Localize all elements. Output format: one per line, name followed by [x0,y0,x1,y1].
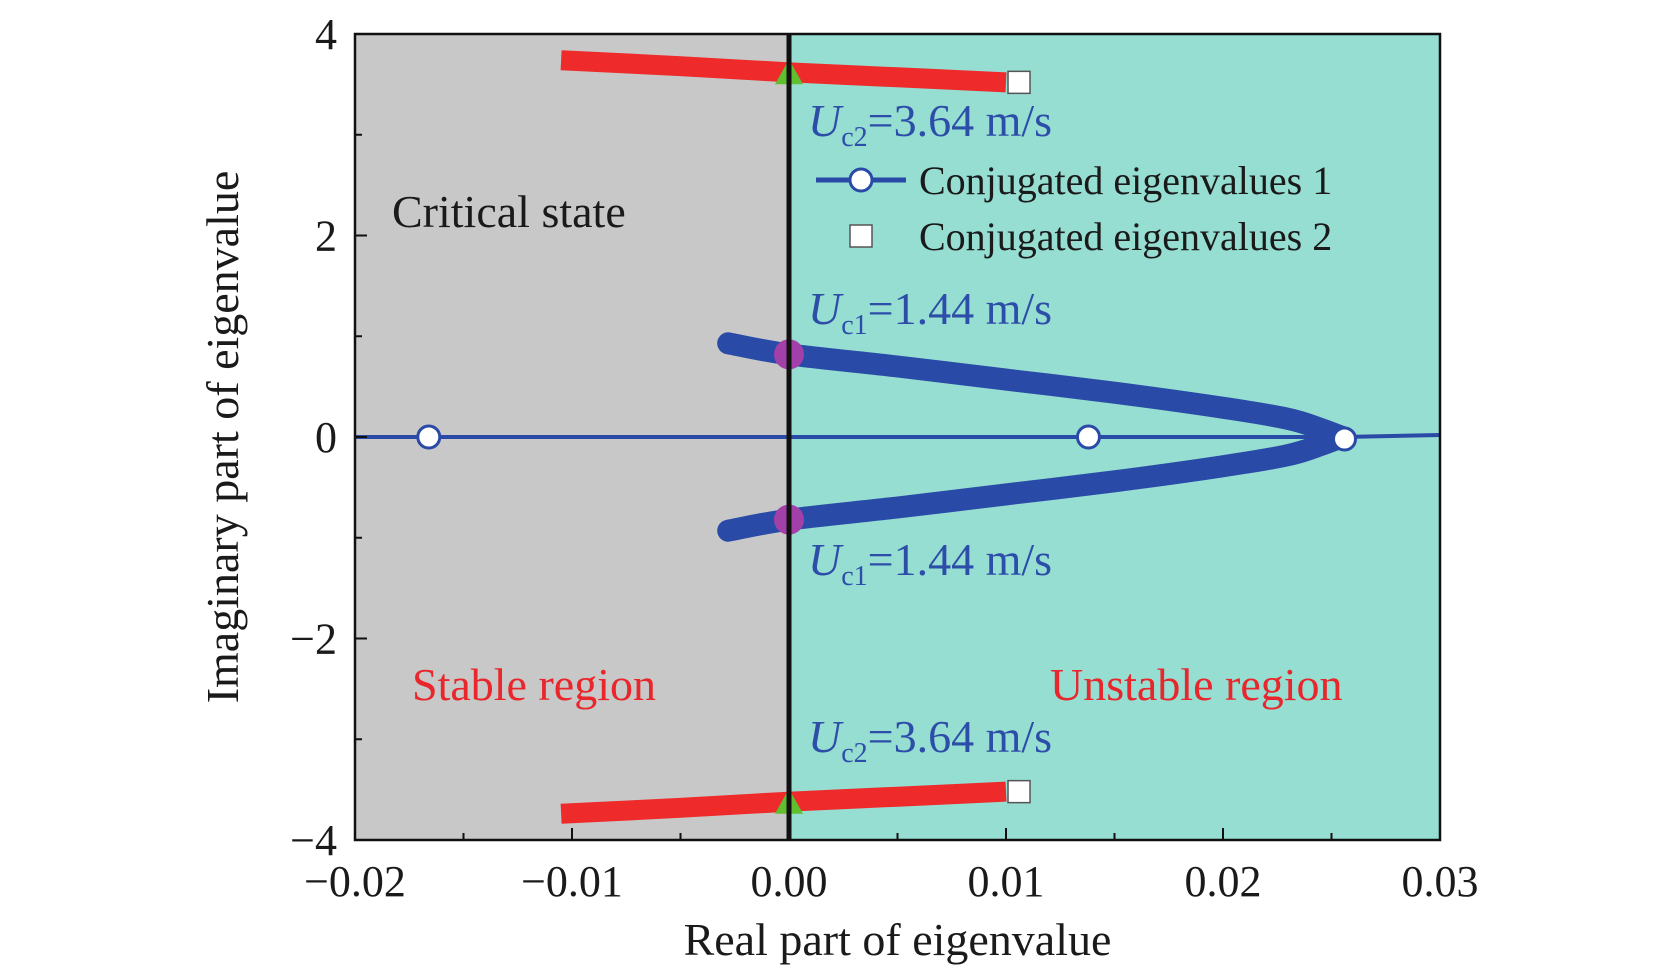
series1-branch-lower [717,426,1354,542]
x-tick-label: 0.02 [1185,857,1262,906]
series1-open-marker [416,424,442,450]
unstable-region-label: Unstable region [1050,659,1343,710]
velocity-subscript: c2 [841,122,867,153]
velocity-value: =3.64 m/s [868,711,1052,762]
critical-velocity-label: Uc2=3.64 m/s [808,711,1052,769]
y-axis-title: Imaginary part of eigenvalue [197,171,248,704]
x-tick-label: −0.01 [521,857,623,906]
legend-series1-label: Conjugated eigenvalues 1 [919,158,1332,203]
x-tick-label: 0.03 [1402,857,1479,906]
velocity-symbol: U [808,95,844,146]
series2-end-marker [1007,70,1031,95]
y-tick-label: 4 [315,10,337,59]
critical-velocity-label: Uc1=1.44 m/s [808,534,1052,592]
series1-real-line [355,432,1441,439]
legend-series1-marker [848,167,874,193]
velocity-subscript: c1 [841,310,867,341]
velocity-symbol: U [808,711,844,762]
y-tick-label: 0 [315,413,337,462]
stable-region-label: Stable region [412,659,656,710]
critical-velocity-label: Uc1=1.44 m/s [808,283,1052,341]
series-layer [355,50,1441,824]
plot-frame [353,32,1442,842]
series2-end-marker [1007,779,1031,804]
critical-state-label: Critical state [392,186,626,237]
y-tick-label: −4 [290,816,337,865]
velocity-subscript: c2 [841,738,867,769]
legend-series2-label: Conjugated eigenvalues 2 [919,214,1332,259]
velocity-symbol: U [808,283,844,334]
x-tick-label: −0.02 [304,857,406,906]
velocity-subscript: c1 [841,561,867,592]
y-tick-label: −2 [290,615,337,664]
labels-layer: −0.02 −0.01 0.00 0.01 0.02 0.03 −4 −2 0 2 4 Real pa… [197,10,1479,965]
critical-velocity-label: Uc2=3.64 m/s [808,95,1052,153]
velocity-value: =3.64 m/s [868,95,1052,146]
series1-open-marker [1075,424,1101,450]
legend-series2-marker [849,224,873,248]
velocity-value: =1.44 m/s [868,283,1052,334]
legend: Conjugated eigenvalues 1 Conjugated eigen… [816,158,1332,259]
velocity-value: =1.44 m/s [868,534,1052,585]
series1-open-marker [1332,426,1358,452]
velocity-symbol: U [808,534,844,585]
y-tick-label: 2 [315,212,337,261]
x-tick-label: 0.00 [751,857,828,906]
x-tick-label: 0.01 [968,857,1045,906]
x-axis-title: Real part of eigenvalue [684,914,1112,965]
series1-branch-upper [717,332,1354,448]
